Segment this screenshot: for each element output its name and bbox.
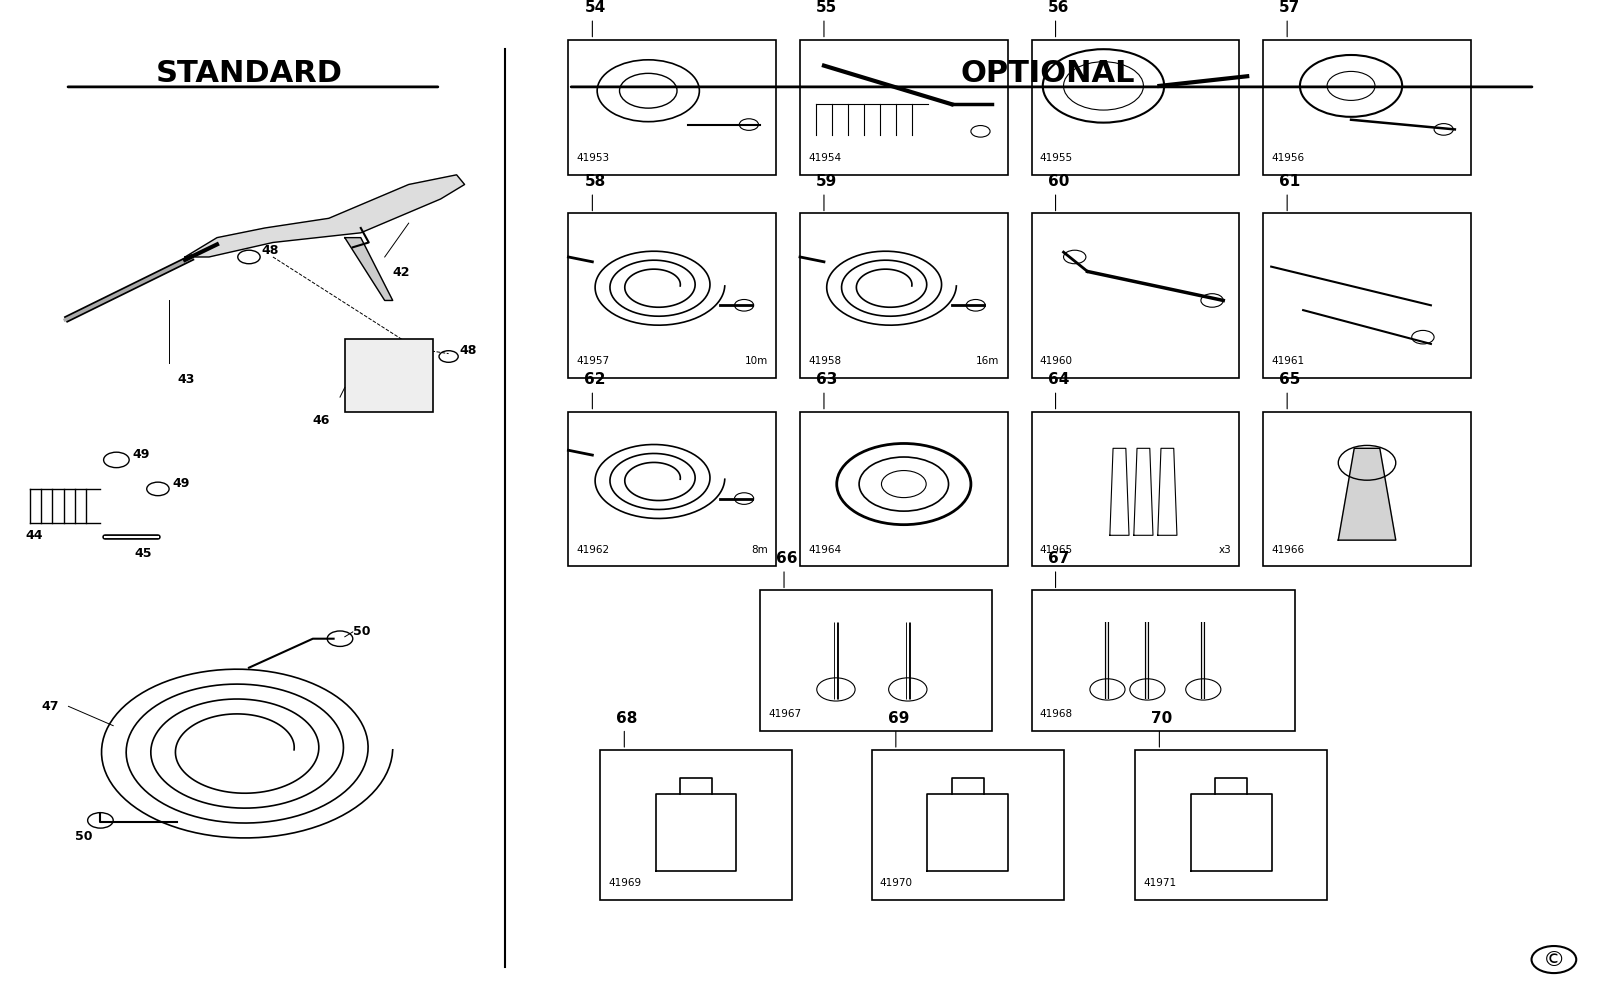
FancyBboxPatch shape (1032, 213, 1240, 377)
FancyBboxPatch shape (1262, 40, 1470, 175)
Text: STANDARD: STANDARD (155, 59, 342, 88)
Text: 41966: 41966 (1270, 544, 1304, 554)
Text: 49: 49 (133, 448, 150, 460)
FancyBboxPatch shape (600, 750, 792, 900)
Text: 56: 56 (1048, 0, 1069, 16)
Text: 41969: 41969 (608, 878, 642, 888)
Text: 48: 48 (262, 244, 278, 257)
FancyBboxPatch shape (1262, 412, 1470, 566)
Text: 69: 69 (888, 710, 909, 725)
Text: 16m: 16m (976, 356, 1000, 367)
Text: 48: 48 (459, 344, 477, 358)
Text: 49: 49 (173, 476, 190, 490)
Text: x3: x3 (1219, 544, 1232, 554)
Text: 41964: 41964 (808, 544, 842, 554)
FancyBboxPatch shape (1032, 40, 1240, 175)
Bar (344, 339, 432, 412)
FancyBboxPatch shape (1032, 591, 1294, 730)
Text: 41956: 41956 (1270, 153, 1304, 163)
Text: 10m: 10m (746, 356, 768, 367)
Polygon shape (1338, 449, 1395, 540)
Text: 54: 54 (584, 0, 606, 16)
Text: 62: 62 (584, 372, 606, 387)
Text: 67: 67 (1048, 551, 1069, 566)
Text: 42: 42 (392, 266, 410, 279)
FancyBboxPatch shape (800, 40, 1008, 175)
Text: 43: 43 (178, 372, 195, 386)
Text: 47: 47 (42, 700, 59, 713)
Text: 41955: 41955 (1040, 153, 1072, 163)
Text: 57: 57 (1278, 0, 1301, 16)
Polygon shape (186, 175, 464, 257)
Text: 59: 59 (816, 174, 837, 190)
Text: 58: 58 (584, 174, 606, 190)
Text: 41954: 41954 (808, 153, 842, 163)
FancyBboxPatch shape (872, 750, 1064, 900)
FancyBboxPatch shape (568, 40, 776, 175)
Text: 41967: 41967 (768, 709, 802, 719)
Text: 50: 50 (352, 625, 370, 638)
Text: 41957: 41957 (576, 356, 610, 367)
Text: 68: 68 (616, 710, 638, 725)
FancyBboxPatch shape (800, 213, 1008, 377)
Text: 44: 44 (26, 529, 43, 541)
Text: 41962: 41962 (576, 544, 610, 554)
Text: 41965: 41965 (1040, 544, 1072, 554)
FancyBboxPatch shape (568, 213, 776, 377)
Text: 8m: 8m (752, 544, 768, 554)
Text: 41968: 41968 (1040, 709, 1072, 719)
Text: 61: 61 (1278, 174, 1301, 190)
Text: 45: 45 (134, 547, 152, 560)
Text: 55: 55 (816, 0, 837, 16)
FancyBboxPatch shape (1032, 412, 1240, 566)
Text: 46: 46 (314, 414, 330, 427)
FancyBboxPatch shape (568, 412, 776, 566)
Text: 41961: 41961 (1270, 356, 1304, 367)
Text: 41953: 41953 (576, 153, 610, 163)
Text: 41971: 41971 (1144, 878, 1176, 888)
Text: 63: 63 (816, 372, 837, 387)
Text: 70: 70 (1152, 710, 1173, 725)
Text: 41958: 41958 (808, 356, 842, 367)
Polygon shape (344, 238, 392, 300)
Text: OPTIONAL: OPTIONAL (960, 59, 1134, 88)
FancyBboxPatch shape (760, 591, 992, 730)
Text: ©: © (1542, 949, 1565, 969)
Text: 50: 50 (75, 830, 93, 843)
Text: 41970: 41970 (880, 878, 914, 888)
Text: 60: 60 (1048, 174, 1069, 190)
FancyBboxPatch shape (1262, 213, 1470, 377)
Text: 66: 66 (776, 551, 797, 566)
Text: 41960: 41960 (1040, 356, 1072, 367)
Text: 65: 65 (1278, 372, 1301, 387)
FancyBboxPatch shape (1136, 750, 1326, 900)
FancyBboxPatch shape (800, 412, 1008, 566)
Text: 64: 64 (1048, 372, 1069, 387)
